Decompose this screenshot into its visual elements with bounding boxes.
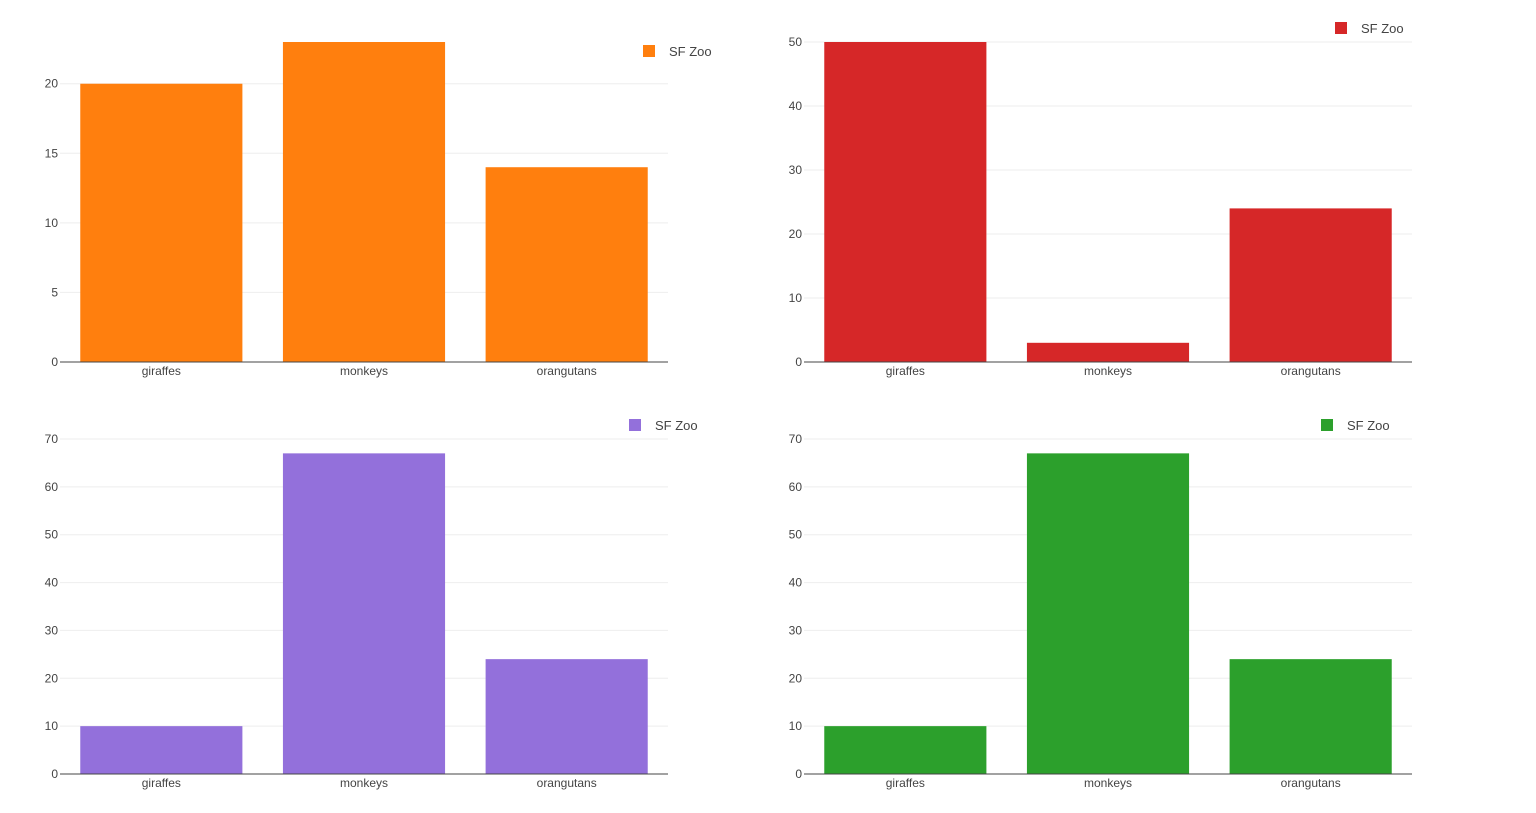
chart-1: 0 5 10 15 20 giraffes monkeys orangutans SF Zoo <box>45 42 712 378</box>
x-tick-label: giraffes <box>886 776 925 790</box>
bar-orangutans[interactable] <box>485 659 648 774</box>
x-tick-label: giraffes <box>142 364 181 378</box>
y-tick-label: 20 <box>789 227 803 241</box>
bar-monkeys[interactable] <box>1026 342 1190 362</box>
y-tick-label: 40 <box>789 99 803 113</box>
y-tick-label: 0 <box>51 767 58 781</box>
y-tick-label: 30 <box>789 623 803 637</box>
y-tick-label: 70 <box>45 432 59 446</box>
y-tick-label: 20 <box>789 671 803 685</box>
legend-swatch <box>643 45 655 57</box>
y-tick-label: 10 <box>789 291 803 305</box>
x-tick-label: giraffes <box>142 776 181 790</box>
y-tick-label: 40 <box>789 576 803 590</box>
y-tick-label: 20 <box>45 77 59 91</box>
legend-swatch <box>629 419 641 431</box>
bar-monkeys[interactable] <box>1026 453 1190 774</box>
y-tick-label: 70 <box>789 432 803 446</box>
bar-giraffes[interactable] <box>824 726 987 774</box>
bar-giraffes[interactable] <box>824 42 987 362</box>
bar-giraffes[interactable] <box>80 726 243 774</box>
y-tick-label: 20 <box>45 671 59 685</box>
bar-giraffes[interactable] <box>80 83 243 362</box>
bar-orangutans[interactable] <box>1229 659 1392 774</box>
y-tick-label: 50 <box>789 35 803 49</box>
legend[interactable]: SF Zoo <box>1335 21 1404 36</box>
legend-label: SF Zoo <box>669 44 712 59</box>
bar-monkeys[interactable] <box>282 42 446 362</box>
y-tick-label: 30 <box>789 163 803 177</box>
y-tick-label: 40 <box>45 576 59 590</box>
legend-swatch <box>1321 419 1333 431</box>
legend[interactable]: SF Zoo <box>643 44 712 59</box>
y-tick-label: 0 <box>795 767 802 781</box>
y-tick-label: 5 <box>51 285 58 299</box>
legend-label: SF Zoo <box>1361 21 1404 36</box>
x-tick-label: monkeys <box>340 776 388 790</box>
bar-monkeys[interactable] <box>282 453 446 774</box>
x-tick-label: monkeys <box>340 364 388 378</box>
y-tick-label: 60 <box>789 480 803 494</box>
legend[interactable]: SF Zoo <box>629 418 698 433</box>
chart-4: 0 10 20 30 40 50 60 70 giraffes monkeys orangutans… <box>789 418 1412 790</box>
y-tick-label: 15 <box>45 146 59 160</box>
y-tick-label: 0 <box>795 355 802 369</box>
chart-3: 0 10 20 30 40 50 60 70 giraffes monkeys orangutans… <box>45 418 698 790</box>
y-tick-label: 30 <box>45 623 59 637</box>
x-tick-label: orangutans <box>1281 776 1341 790</box>
x-tick-label: monkeys <box>1084 776 1132 790</box>
y-tick-label: 60 <box>45 480 59 494</box>
y-tick-label: 10 <box>45 719 59 733</box>
legend[interactable]: SF Zoo <box>1321 418 1390 433</box>
x-tick-label: orangutans <box>537 776 597 790</box>
x-tick-label: monkeys <box>1084 364 1132 378</box>
bar-orangutans[interactable] <box>1229 208 1392 362</box>
bar-orangutans[interactable] <box>485 167 648 362</box>
legend-label: SF Zoo <box>1347 418 1390 433</box>
y-tick-label: 0 <box>51 355 58 369</box>
y-tick-label: 10 <box>45 216 59 230</box>
x-tick-label: orangutans <box>1281 364 1341 378</box>
y-tick-label: 50 <box>45 528 59 542</box>
y-tick-label: 10 <box>789 719 803 733</box>
legend-swatch <box>1335 22 1347 34</box>
x-tick-label: giraffes <box>886 364 925 378</box>
y-tick-label: 50 <box>789 528 803 542</box>
legend-label: SF Zoo <box>655 418 698 433</box>
x-tick-label: orangutans <box>537 364 597 378</box>
chart-2: 0 10 20 30 40 50 giraffes monkeys orangutans SF Z… <box>789 21 1412 378</box>
